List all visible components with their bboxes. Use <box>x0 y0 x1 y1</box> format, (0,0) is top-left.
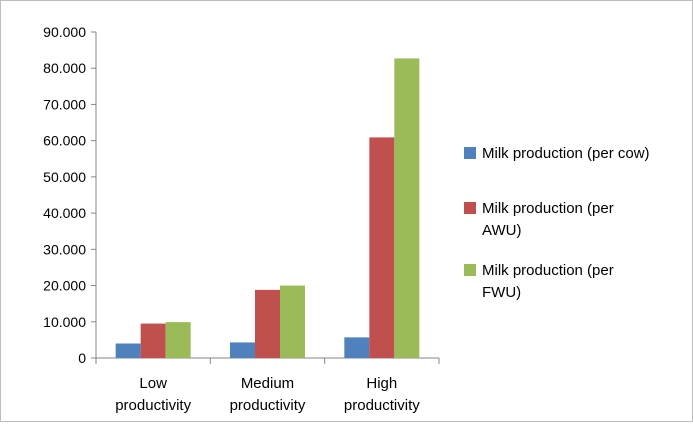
y-tick-label: 60.000 <box>43 133 86 149</box>
bar <box>165 322 191 358</box>
legend-label: FWU) <box>482 284 521 301</box>
y-tick-label: 70.000 <box>43 96 86 112</box>
legend-label: Milk production (per <box>482 200 614 217</box>
y-tick-label: 0 <box>78 350 86 366</box>
legend-label: AWU) <box>482 222 521 239</box>
legend-label: Milk production (per <box>482 262 614 279</box>
x-tick-label: productivity <box>115 397 191 414</box>
bars <box>115 58 420 358</box>
legend-swatch <box>464 202 476 214</box>
x-tick-label: Low <box>139 375 167 392</box>
y-tick-label: 20.000 <box>43 278 86 294</box>
bar <box>230 342 255 358</box>
bar <box>344 337 370 358</box>
x-tick-label: productivity <box>230 397 306 414</box>
bar <box>140 323 166 358</box>
bar <box>280 285 305 358</box>
y-tick-label: 10.000 <box>43 314 86 330</box>
legend: Milk production (per cow) Milk production… <box>464 145 650 301</box>
legend-swatch <box>464 147 476 159</box>
bar <box>394 58 420 358</box>
bar <box>255 289 280 358</box>
y-tick-label: 90.000 <box>43 24 86 40</box>
bar <box>115 343 141 358</box>
x-axis: Low productivity Medium productivity High pro… <box>95 357 440 414</box>
legend-label: Milk production (per cow) <box>482 145 650 162</box>
y-tick-label: 30.000 <box>43 241 86 257</box>
y-tick-label: 50.000 <box>43 169 86 185</box>
bar <box>369 137 395 358</box>
x-tick-label: Medium <box>241 375 294 392</box>
y-tick-label: 80.000 <box>43 60 86 76</box>
y-axis: 0 10.000 20.000 30.000 40.000 50.000 60.000 70.… <box>43 24 97 366</box>
y-tick-label: 40.000 <box>43 205 86 221</box>
x-tick-label: High <box>366 375 397 392</box>
x-tick-label: productivity <box>344 397 420 414</box>
legend-swatch <box>464 264 476 276</box>
